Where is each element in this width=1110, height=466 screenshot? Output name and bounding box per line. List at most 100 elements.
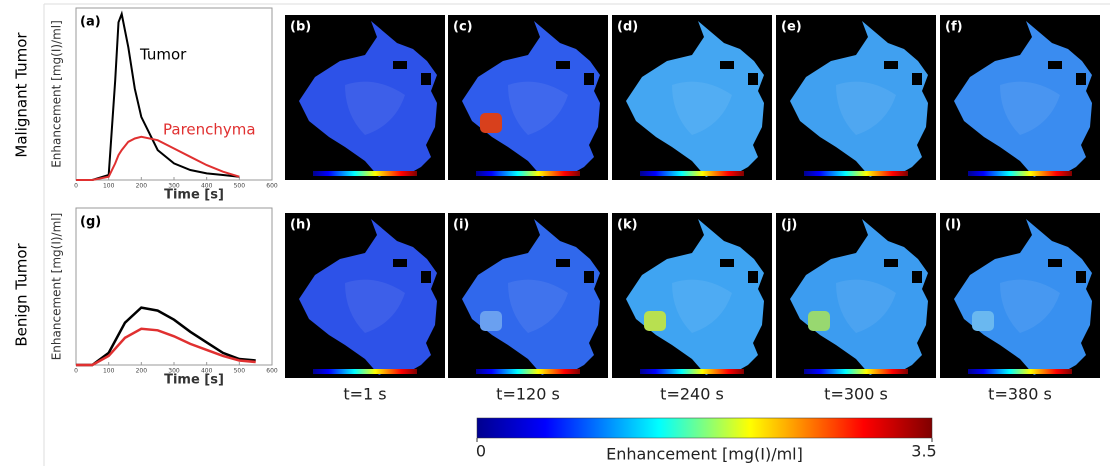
notch (584, 73, 594, 85)
series-label: Parenchyma (163, 121, 256, 139)
colorbar-label: Enhancement [mg(I)/ml] (606, 445, 803, 464)
mini-colorbar (640, 171, 744, 176)
panel-label: (g) (80, 215, 101, 230)
tissue-texture (345, 81, 405, 135)
tissue-texture (508, 81, 568, 135)
x-axis-label: Time [s] (164, 373, 224, 388)
y-axis-label: Enhancement [mg(I)/ml] (50, 213, 64, 361)
mini-colorbar (804, 369, 908, 374)
notch (556, 259, 570, 267)
time-label: t=240 s (660, 385, 724, 404)
plot-frame (75, 7, 273, 181)
notch (720, 61, 734, 69)
notch (1076, 271, 1086, 283)
colorbar-tick-label: 3.5 (911, 442, 936, 461)
tumor-region (480, 113, 502, 133)
mini-colorbar (968, 369, 1072, 374)
colorbar-tick-label: 0 (476, 442, 486, 461)
tissue-texture (836, 279, 896, 333)
panel-label: (h) (290, 218, 311, 233)
panel-label: (j) (781, 218, 797, 233)
tissue-texture (1000, 81, 1060, 135)
panel-label: (c) (453, 20, 473, 35)
image-panel: (k) (612, 213, 772, 378)
panel-label: (d) (617, 20, 638, 35)
tissue-texture (508, 279, 568, 333)
notch (393, 61, 407, 69)
panel-label: (a) (80, 15, 101, 30)
notch (720, 259, 734, 267)
content: Malignant Tumor Benign Tumor 0 100 200 300 400… (13, 7, 1100, 464)
mini-colorbar (476, 171, 580, 176)
image-panel: (l) (940, 213, 1100, 378)
notch (1048, 259, 1062, 267)
x-tick-label: 100 (103, 368, 115, 375)
notch (556, 61, 570, 69)
x-tick-label: 200 (136, 368, 148, 375)
panel-label: (i) (453, 218, 469, 233)
time-label: t=1 s (343, 385, 386, 404)
x-tick-label: 600 (266, 183, 278, 190)
x-tick-label: 400 (201, 368, 213, 375)
image-panel: (d) (612, 15, 772, 180)
tissue-texture (1000, 279, 1060, 333)
time-label: t=120 s (496, 385, 560, 404)
tumor-region (480, 311, 502, 331)
x-tick-label: 400 (201, 183, 213, 190)
notch (884, 61, 898, 69)
image-panel: (i) (448, 213, 608, 378)
notch (421, 271, 431, 283)
mini-colorbar (476, 369, 580, 374)
x-tick-label: 300 (168, 183, 180, 190)
tumor-region (972, 311, 994, 331)
plot-frame (75, 207, 273, 366)
panel-label: (k) (617, 218, 638, 233)
x-tick-label: 0 (74, 368, 78, 375)
notch (1048, 61, 1062, 69)
tumor-region (644, 311, 666, 331)
notch (584, 271, 594, 283)
notch (393, 259, 407, 267)
panel-label: (f) (945, 20, 963, 35)
image-panel: (c) (448, 15, 608, 180)
panel-label: (b) (290, 20, 311, 35)
line-series (76, 327, 256, 367)
panel-label: (e) (781, 20, 802, 35)
x-axis-label: Time [s] (164, 188, 224, 203)
tissue-texture (672, 279, 732, 333)
mini-colorbar (640, 369, 744, 374)
x-tick-label: 500 (234, 183, 246, 190)
notch (748, 73, 758, 85)
tissue-texture (836, 81, 896, 135)
image-panel: (h) (285, 213, 445, 378)
x-tick-label: 500 (234, 368, 246, 375)
y-axis-label: Enhancement [mg(I)/ml] (50, 20, 64, 168)
mini-colorbar (313, 171, 417, 176)
x-tick-label: 0 (74, 183, 78, 190)
x-tick-label: 100 (103, 183, 115, 190)
notch (912, 73, 922, 85)
notch (884, 259, 898, 267)
tissue-texture (345, 279, 405, 333)
colorbar (476, 417, 933, 439)
series-label: Tumor (139, 46, 187, 64)
image-panel: (e) (776, 15, 936, 180)
time-label: t=300 s (824, 385, 888, 404)
row-label: Benign Tumor (13, 243, 31, 347)
x-tick-label: 300 (168, 368, 180, 375)
row-label: Malignant Tumor (13, 32, 31, 158)
panel-label: (l) (945, 218, 961, 233)
x-tick-label: 200 (136, 183, 148, 190)
mini-colorbar (313, 369, 417, 374)
mini-colorbar (968, 171, 1072, 176)
x-tick-label: 600 (266, 368, 278, 375)
mini-colorbar (804, 171, 908, 176)
image-panel: (j) (776, 213, 936, 378)
line-series (76, 306, 256, 367)
line-series (76, 135, 240, 181)
tissue-texture (672, 81, 732, 135)
time-label: t=380 s (988, 385, 1052, 404)
notch (912, 271, 922, 283)
image-panel: (f) (940, 15, 1100, 180)
